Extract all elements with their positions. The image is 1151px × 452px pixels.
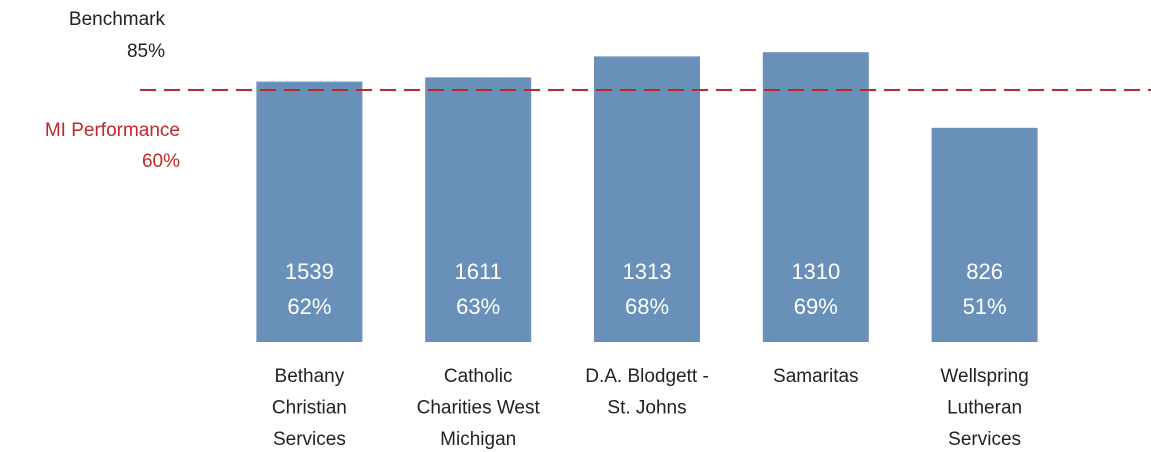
value-label: 63%: [456, 294, 500, 319]
x-tick-label: Bethany Christian Services: [272, 366, 347, 450]
value-label: 62%: [287, 294, 331, 319]
x-tick-label: Wellspring Lutheran Services: [940, 366, 1028, 450]
reference-name: Benchmark: [69, 9, 166, 30]
count-label: 1611: [455, 259, 502, 284]
reference-value: 85%: [127, 41, 165, 62]
bar: [762, 52, 869, 342]
value-label: 51%: [963, 294, 1007, 319]
x-tick-label: Catholic Charities West Michigan: [417, 366, 541, 450]
bar: [256, 81, 363, 342]
bar: [594, 56, 700, 343]
reference-value: 60%: [142, 151, 180, 172]
count-label: 826: [966, 259, 1003, 284]
count-label: 1539: [285, 259, 334, 284]
x-tick-label: D.A. Blodgett -St. Johns: [585, 366, 709, 419]
count-label: 1310: [791, 259, 840, 284]
reference-name: MI Performance: [45, 120, 180, 141]
count-label: 1313: [623, 259, 672, 284]
value-label: 69%: [794, 294, 838, 319]
x-tick-label: Samaritas: [773, 366, 859, 387]
value-label: 68%: [625, 294, 669, 319]
bar: [425, 77, 532, 343]
bar: [931, 127, 1038, 342]
